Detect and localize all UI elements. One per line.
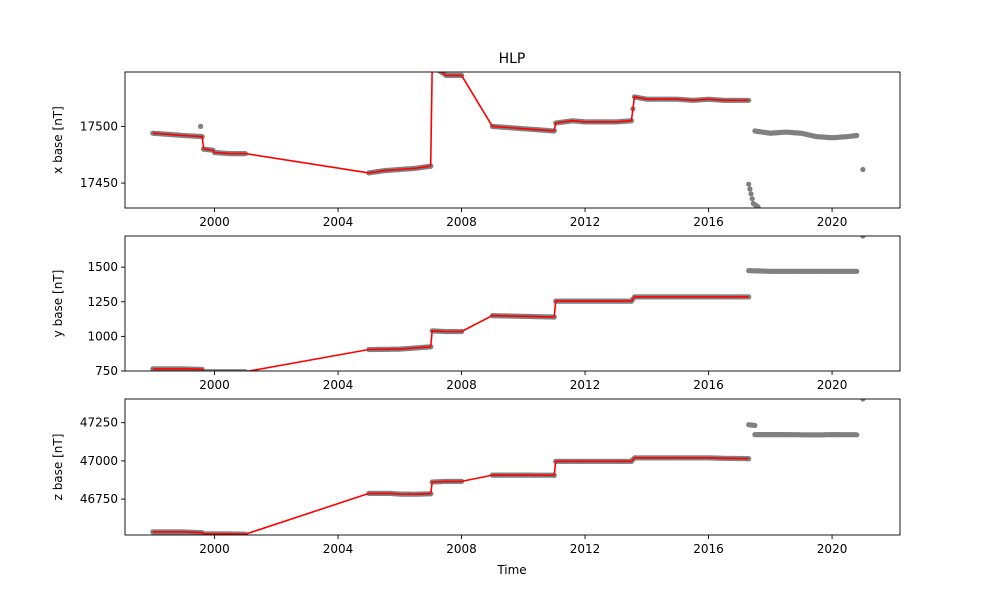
panel-y: 2000 2004 2008 2012 2016 2020 750 1000 1250 1500 y… <box>51 235 901 392</box>
panel-x-line-3 <box>368 165 431 174</box>
panel-x-plot-area <box>150 72 866 208</box>
panel-y-ytick-label: 1250 <box>87 295 118 309</box>
panel-z-ytick-label: 47250 <box>80 416 118 430</box>
panel-z-xtick-label: 2008 <box>446 542 477 556</box>
panel-z-point <box>746 456 752 462</box>
panel-z-point <box>860 399 866 402</box>
panel-x-xtick-label: 2020 <box>817 215 848 229</box>
x-axis-label: Time <box>496 563 526 577</box>
panel-z-ylabel: z base [nT] <box>51 434 65 501</box>
panel-z-line-0 <box>152 531 205 535</box>
panel-x-point <box>746 181 752 187</box>
panel-y-plot-area <box>150 236 866 371</box>
panel-z-line-7 <box>553 460 632 476</box>
panel-y-line-8 <box>630 296 749 302</box>
panel-y-xtick-label: 2012 <box>570 378 601 392</box>
panel-x-xtick-label: 2000 <box>199 215 230 229</box>
panel-x-xtick-label: 2016 <box>693 215 724 229</box>
panel-y-point <box>854 268 860 274</box>
panel-x-line-4 <box>429 72 462 167</box>
panel-z-line-2 <box>245 492 370 535</box>
panel-z-plot-area <box>150 399 866 535</box>
panel-z-ytick-label: 46750 <box>80 492 118 506</box>
panel-y-point <box>860 236 866 239</box>
panel-x-frame <box>124 71 901 209</box>
panel-x-line-5 <box>460 74 494 127</box>
panel-y-xtick-label: 2008 <box>446 378 477 392</box>
panel-x-point <box>748 191 754 197</box>
panel-z-xtick-label: 2020 <box>817 542 848 556</box>
panel-x-point <box>860 166 866 173</box>
panel-z-line-5 <box>461 474 493 483</box>
panel-x-line-7 <box>553 119 632 132</box>
panel-y-line-7 <box>553 300 632 318</box>
panel-y-line-2 <box>245 348 370 371</box>
panel-z-ytick-label: 47000 <box>80 454 118 468</box>
panel-y-line-5 <box>461 314 493 333</box>
panel-y-ytick-label: 750 <box>95 364 118 378</box>
panel-y-xtick-label: 2020 <box>817 378 848 392</box>
panel-y-point <box>746 294 752 300</box>
panel-x-xtick-label: 2004 <box>323 215 354 229</box>
panel-x-point <box>854 132 860 139</box>
panel-x-point <box>755 204 761 208</box>
panel-y-line-3 <box>368 346 431 351</box>
panel-z-line-3 <box>368 492 431 496</box>
panel-x-line-2 <box>245 152 370 174</box>
panel-z-xtick-label: 2004 <box>323 542 354 556</box>
panel-y-point <box>242 369 248 371</box>
panel-x-line-1 <box>203 148 246 155</box>
figure-title: HLP <box>499 51 526 67</box>
panel-x-ylabel: x base [nT] <box>51 106 65 174</box>
panel-y-xtick-label: 2016 <box>693 378 724 392</box>
panel-y-line-6 <box>492 314 555 318</box>
panel-x-ytick-label: 17450 <box>80 176 118 190</box>
panel-x-point <box>198 123 204 129</box>
panel-x-line-6 <box>492 125 555 132</box>
panel-y-ytick-label: 1000 <box>87 329 118 343</box>
panel-z: 2000 2004 2008 2012 2016 2020 46750 47000 47250 z… <box>51 398 901 556</box>
panel-y-xtick-label: 2000 <box>199 378 230 392</box>
panel-z-xtick-label: 2012 <box>570 542 601 556</box>
panel-y-xtick-label: 2004 <box>323 378 354 392</box>
panel-y-line-0 <box>152 368 205 371</box>
panels: 2000 2004 2008 2012 2016 2020 17450 17500 x base… <box>51 71 901 556</box>
panel-x-point <box>749 196 755 202</box>
panel-y-line-4 <box>429 329 462 347</box>
panel-x-point <box>746 97 752 103</box>
panel-y-frame <box>124 235 901 372</box>
panel-z-point <box>752 422 758 428</box>
panel-z-line-8 <box>630 457 749 462</box>
panel-y-ytick-label: 1500 <box>87 260 118 274</box>
panel-x-line-0 <box>152 132 205 150</box>
panel-x-ytick-label: 17500 <box>80 119 118 133</box>
panel-x-point <box>747 186 753 192</box>
panel-z-xtick-label: 2016 <box>693 542 724 556</box>
panel-z-line-4 <box>429 480 462 494</box>
panel-x-xtick-label: 2012 <box>570 215 601 229</box>
panel-x-xtick-label: 2008 <box>446 215 477 229</box>
panel-y-ylabel: y base [nT] <box>51 270 65 338</box>
panel-z-point <box>854 432 860 438</box>
panel-z-xtick-label: 2000 <box>199 542 230 556</box>
panel-x-line-8 <box>630 95 749 121</box>
panel-z-frame <box>124 398 901 536</box>
panel-x: 2000 2004 2008 2012 2016 2020 17450 17500 x base… <box>51 71 901 229</box>
